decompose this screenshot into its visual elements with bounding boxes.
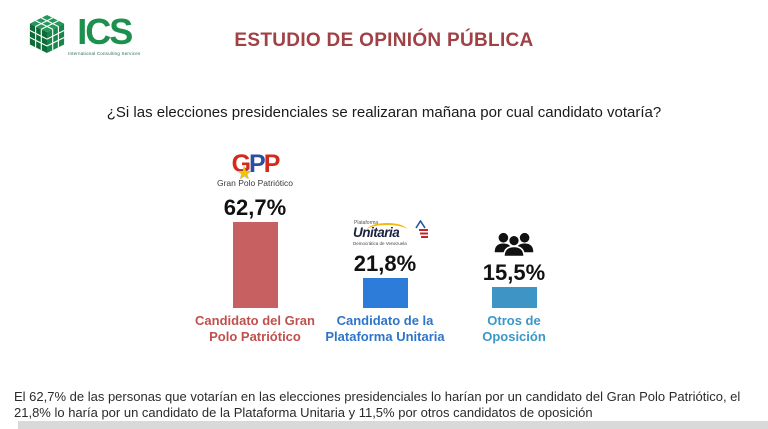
bar-plataforma-unitaria (362, 278, 408, 308)
unitaria-swoosh-icon (367, 222, 407, 230)
ics-logo: ICS International Consulting Services (28, 12, 140, 58)
gpp-logo-subtext: Gran Polo Patriótico (216, 177, 294, 188)
category-label-op-line1: Otros de (487, 313, 541, 328)
unitaria-logo-bottom-text: Democrática de Venezuela (353, 240, 407, 246)
gpp-letter-g: G (231, 149, 252, 178)
gpp-logo-letters: GPP ★ (231, 149, 281, 181)
footer-strip (18, 421, 768, 429)
bar-gpp (232, 222, 278, 308)
gpp-logo: GPP ★ Gran Polo Patriótico (216, 149, 294, 188)
category-label-pu-line2: Plataforma Unitaria (325, 329, 445, 345)
bar-otros-oposicion (491, 287, 537, 308)
category-label-otros-oposicion: Otros de Oposición (439, 313, 589, 346)
category-label-plataforma-unitaria: Candidato de la Plataforma Unitaria (310, 313, 460, 346)
bar-stack-otros-oposicion: 15,5% (439, 231, 589, 308)
bar-stack-plataforma-unitaria: Plataforma Unitaria Democrática de Venez… (310, 219, 460, 308)
value-label-gpp: 62,7% (223, 194, 287, 220)
bar-group-plataforma-unitaria: Plataforma Unitaria Democrática de Venez… (310, 0, 460, 344)
gpp-letter-p1: P (249, 149, 266, 178)
plataforma-unitaria-logo: Plataforma Unitaria Democrática de Venez… (353, 219, 428, 246)
bar-stack-gpp: GPP ★ Gran Polo Patriótico 62,7% (180, 149, 330, 308)
category-label-op-line2: Oposición (482, 329, 546, 345)
gpp-letter-p2: P (263, 149, 281, 178)
people-group-icon (494, 232, 534, 258)
survey-question: ¿Si las elecciones presidenciales se rea… (106, 104, 662, 121)
page-title: ESTUDIO DE OPINIÓN PÚBLICA (234, 30, 534, 51)
bar-group-otros-oposicion: 15,5% Otros de Oposición (439, 0, 589, 344)
ics-cube-icon (29, 15, 65, 54)
unitaria-flag-icon (415, 219, 428, 238)
category-label-gpp-line2: Polo Patriótico (209, 329, 301, 345)
ics-logo-text: ICS (77, 11, 133, 52)
gpp-star-icon: ★ (237, 164, 252, 182)
bar-group-gpp: GPP ★ Gran Polo Patriótico 62,7% Candida… (180, 0, 330, 344)
category-label-pu-line1: Candidato de la (336, 313, 434, 328)
ics-logo-text-block: ICS International Consulting Services (68, 11, 141, 57)
unitaria-logo-top-text: Plataforma (354, 219, 379, 226)
value-label-otros-oposicion: 15,5% (482, 259, 546, 285)
ics-logo-subtext: International Consulting Services (68, 51, 141, 56)
value-label-plataforma-unitaria: 21,8% (353, 250, 417, 276)
category-label-gpp-line1: Candidato del Gran (195, 313, 315, 328)
footer-summary-text: El 62,7% de las personas que votarían en… (14, 389, 741, 421)
category-label-gpp: Candidato del Gran Polo Patriótico (180, 313, 330, 346)
